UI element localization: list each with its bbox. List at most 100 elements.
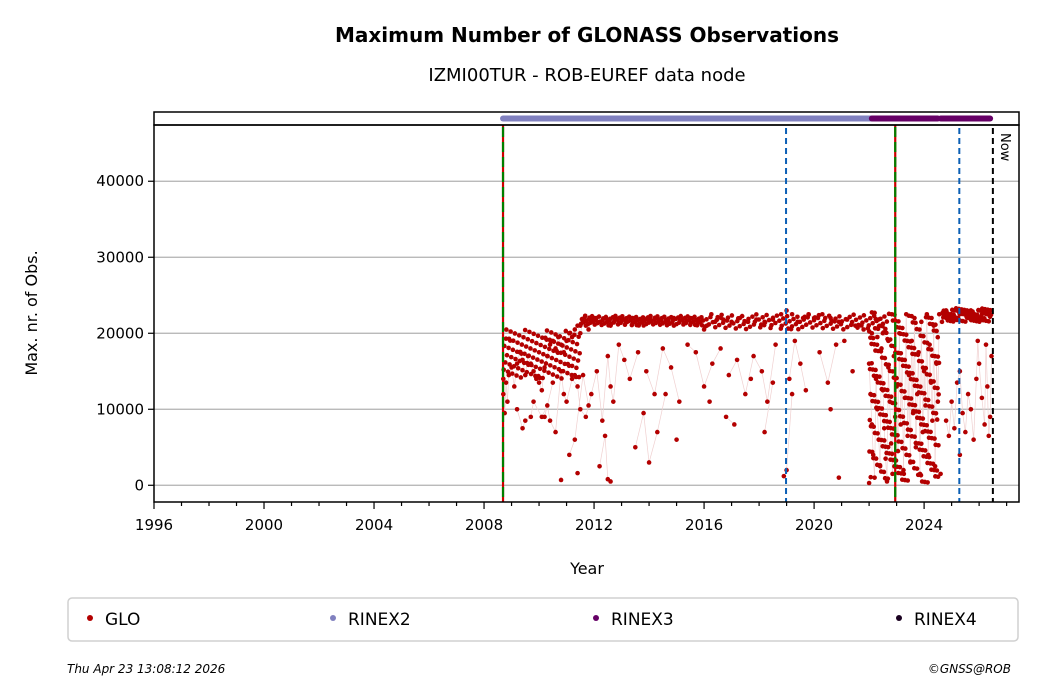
data-stem <box>886 367 889 482</box>
data-point <box>896 407 902 413</box>
data-stem <box>962 413 966 433</box>
data-point <box>616 320 621 325</box>
x-tick-label: 2000 <box>245 516 283 534</box>
data-point <box>597 463 602 469</box>
data-point <box>552 364 557 370</box>
data-point <box>612 318 617 323</box>
data-point <box>557 334 563 339</box>
data-point <box>796 326 801 332</box>
data-point <box>547 363 553 368</box>
data-point <box>868 474 874 480</box>
data-point <box>558 350 564 356</box>
data-point <box>922 448 928 453</box>
data-stem <box>618 344 625 360</box>
data-point <box>875 334 880 340</box>
data-point <box>729 313 735 318</box>
data-point <box>940 315 946 320</box>
data-point <box>861 327 866 332</box>
data-point <box>543 335 548 341</box>
data-point <box>600 316 606 321</box>
data-stem <box>516 409 523 429</box>
data-stem <box>530 401 534 417</box>
data-stem <box>794 340 801 364</box>
data-point <box>733 326 739 331</box>
data-point <box>743 326 749 332</box>
data-point <box>918 384 923 389</box>
data-point <box>635 349 641 355</box>
data-point <box>575 470 580 476</box>
data-point <box>506 336 512 342</box>
data-point <box>544 328 550 333</box>
data-stem <box>612 344 620 402</box>
data-point <box>605 317 610 323</box>
data-point <box>781 473 787 479</box>
data-point <box>968 406 974 412</box>
data-point <box>824 323 830 329</box>
data-stem <box>766 344 776 402</box>
data-point <box>856 322 861 328</box>
data-point <box>901 467 906 473</box>
data-stem <box>533 401 543 418</box>
data-point <box>561 391 567 397</box>
data-point <box>979 395 985 401</box>
data-point <box>765 399 770 404</box>
data-stem <box>948 401 952 436</box>
data-point <box>568 347 574 352</box>
data-point <box>895 432 900 438</box>
data-point <box>866 480 872 486</box>
data-point <box>875 399 881 405</box>
data-point <box>897 464 903 470</box>
data-point <box>810 325 815 330</box>
data-point <box>574 365 579 371</box>
data-point <box>826 313 832 319</box>
data-stem <box>914 318 917 448</box>
data-point <box>888 441 894 446</box>
data-stem <box>560 371 565 395</box>
data-point <box>677 399 682 404</box>
y-tick-label: 40000 <box>96 172 144 190</box>
data-point <box>586 327 591 332</box>
data-point <box>844 324 850 330</box>
data-point <box>770 380 776 385</box>
data-point <box>530 355 536 360</box>
data-point <box>546 346 552 352</box>
data-point <box>575 384 580 389</box>
data-point <box>567 452 572 458</box>
data-point <box>644 368 649 374</box>
data-point <box>513 356 518 362</box>
data-point <box>820 325 826 331</box>
data-point <box>877 462 883 468</box>
data-point <box>512 384 517 389</box>
data-point <box>923 365 929 371</box>
data-point <box>709 311 714 317</box>
data-point <box>650 322 656 327</box>
data-point <box>923 403 928 408</box>
data-point <box>594 368 600 374</box>
data-point <box>779 323 785 329</box>
y-axis-label: Max. nr. of Obs. <box>22 250 41 375</box>
data-point <box>850 368 855 374</box>
data-point <box>539 387 545 393</box>
data-point <box>982 422 987 427</box>
data-point <box>641 323 646 328</box>
data-point <box>789 311 795 317</box>
data-point <box>727 323 732 328</box>
data-point <box>822 315 828 321</box>
data-point <box>519 342 525 347</box>
data-point <box>933 411 939 416</box>
data-point <box>540 375 545 381</box>
data-point <box>976 361 982 366</box>
x-tick-label: 2012 <box>575 516 613 534</box>
data-point <box>541 351 546 357</box>
data-point <box>914 377 919 383</box>
data-point <box>715 314 720 320</box>
data-point <box>874 342 880 348</box>
data-point <box>774 313 780 318</box>
data-point <box>816 312 822 318</box>
data-point <box>928 347 934 352</box>
data-point <box>908 427 914 433</box>
data-point <box>505 369 511 374</box>
data-point <box>906 364 911 369</box>
data-point <box>663 317 669 323</box>
